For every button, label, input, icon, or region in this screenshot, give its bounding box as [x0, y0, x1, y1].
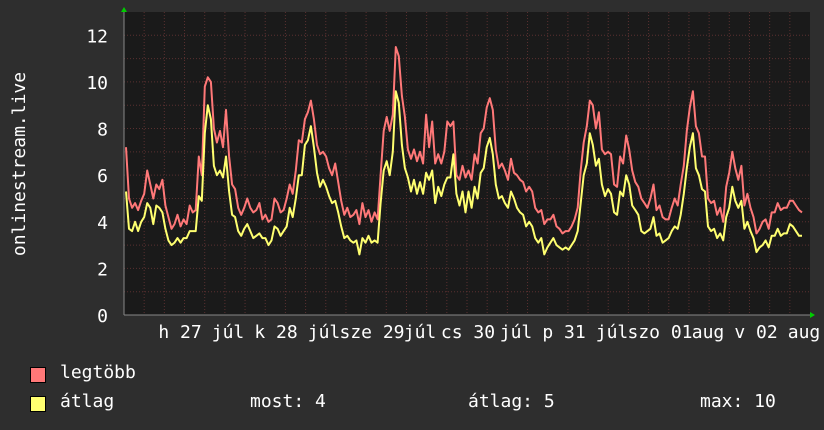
- y-tick-label: 4: [97, 213, 108, 234]
- y-tick-label: 12: [86, 26, 108, 47]
- y-ticks: 0 2 4 6 8 10 12: [86, 26, 108, 327]
- stat-max: max: 10: [700, 391, 776, 412]
- x-axis-arrow: [810, 312, 815, 318]
- x-tick-label: aug: [788, 322, 821, 343]
- y-tick-label: 10: [86, 73, 108, 94]
- y-tick-label: 2: [97, 259, 108, 280]
- x-tick-label: h 27: [158, 322, 201, 343]
- x-tick-label: sze 29: [339, 322, 404, 343]
- grid: [124, 12, 810, 315]
- x-tick-label: k 28: [254, 322, 297, 343]
- x-tick-label: júl: [308, 322, 341, 343]
- axes: [121, 7, 815, 318]
- stat-average: átlag: 5: [468, 391, 555, 412]
- x-tick-label: júl: [404, 322, 437, 343]
- legend-label-avg: átlag: [60, 391, 115, 412]
- x-tick-label: cs 30: [441, 322, 495, 343]
- y-tick-label: 6: [97, 166, 108, 187]
- x-tick-label: v 02: [734, 322, 777, 343]
- series-group: [125, 46, 803, 256]
- y-tick-label: 8: [97, 120, 108, 141]
- y-tick-label: 0: [97, 306, 108, 327]
- legend-swatch-max: [30, 367, 46, 383]
- legend-swatch-avg: [30, 396, 46, 412]
- series-line-max: [125, 46, 803, 235]
- stat-current: most: 4: [250, 391, 326, 412]
- legend-label-max: legtöbb: [60, 362, 136, 383]
- x-tick-label: júl: [500, 322, 533, 343]
- x-tick-label: szo 01: [627, 322, 692, 343]
- x-tick-label: p 31: [542, 322, 585, 343]
- x-tick-label: aug: [692, 322, 725, 343]
- x-tick-label: júl: [212, 322, 245, 343]
- y-axis-arrow: [121, 7, 127, 12]
- series-line-avg: [125, 90, 802, 256]
- x-tick-label: júl: [596, 322, 629, 343]
- x-ticks: h 27 júl k 28 júl sze 29 júl cs 30 júl p 31 júl sz…: [158, 322, 820, 343]
